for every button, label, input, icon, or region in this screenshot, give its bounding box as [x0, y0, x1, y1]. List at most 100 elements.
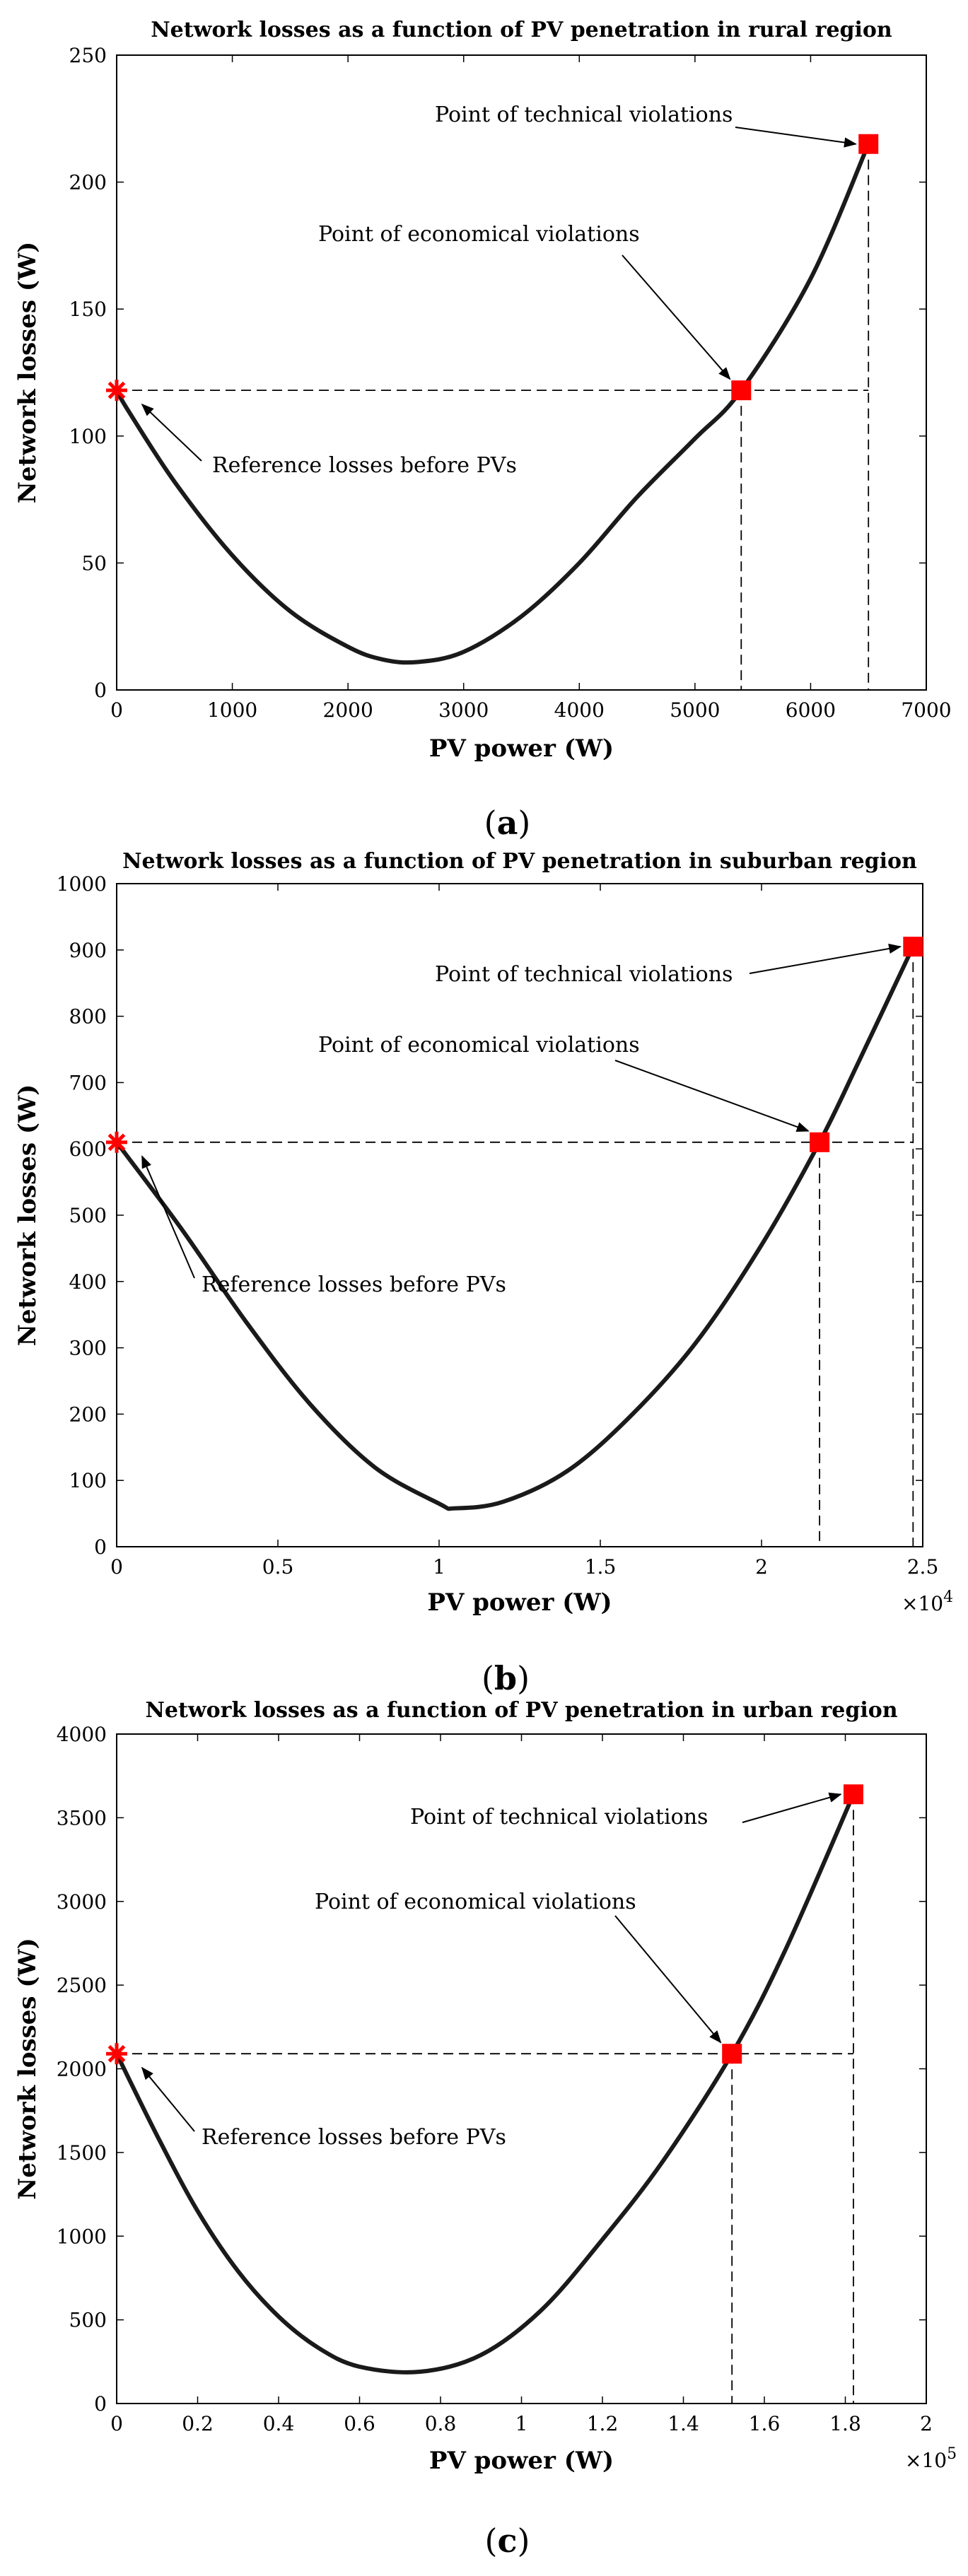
- y-tick-label: 0: [94, 679, 107, 702]
- x-tick-label: 1.6: [749, 2412, 781, 2435]
- technical-annotation: Point of technical violations: [435, 103, 733, 127]
- y-tick-label: 4000: [57, 1723, 107, 1746]
- x-tick-label: 0: [110, 698, 123, 722]
- y-axis-label: Network losses (W): [13, 1084, 42, 1347]
- technical-arrow: [735, 127, 857, 148]
- y-tick-label: 600: [69, 1137, 107, 1161]
- y-tick-label: 400: [69, 1270, 107, 1294]
- reference-point-marker: [106, 2043, 127, 2065]
- reference-annotation: Reference losses before PVs: [202, 2125, 506, 2150]
- chart-title: Network losses as a function of PV penet…: [122, 849, 917, 874]
- x-tick-label: 2: [920, 2412, 933, 2435]
- y-tick-label: 500: [69, 1204, 107, 1227]
- plot-frame: [116, 1733, 927, 2404]
- y-tick-label: 300: [69, 1337, 107, 1360]
- x-axis-label: PV power (W): [429, 734, 614, 763]
- x-axis-multiplier-exponent: 5: [947, 2445, 957, 2463]
- y-tick-label: 0: [94, 1535, 107, 1559]
- reference-arrow: [141, 2066, 195, 2132]
- technical-point-marker: [858, 134, 879, 154]
- y-tick-label: 200: [69, 1403, 107, 1426]
- chart-panel-c: Network losses as a function of PV penet…: [13, 1698, 957, 2560]
- y-tick-label: 2500: [57, 1974, 107, 1997]
- y-tick-label: 3500: [57, 1806, 107, 1829]
- reference-arrow: [141, 1155, 195, 1279]
- y-axis-label: Network losses (W): [13, 1938, 42, 2200]
- chart-title: Network losses as a function of PV penet…: [151, 18, 892, 42]
- losses-curve: [115, 944, 916, 1511]
- x-tick-label: 2.5: [907, 1555, 939, 1579]
- x-tick-label: 0.4: [263, 2412, 295, 2435]
- y-tick-label: 1500: [57, 2141, 107, 2165]
- x-tick-label: 1.5: [585, 1555, 617, 1579]
- economical-arrow: [614, 1915, 722, 2044]
- panel-caption: (b): [482, 1659, 530, 1697]
- panel-caption-letter: b: [494, 1659, 517, 1697]
- reference-annotation: Reference losses before PVs: [202, 1272, 506, 1297]
- economical-annotation: Point of economical violations: [315, 1890, 636, 1914]
- y-tick-label: 3000: [57, 1890, 107, 1914]
- y-tick-label: 50: [81, 551, 107, 575]
- x-tick-label: 2: [755, 1555, 768, 1579]
- x-axis-label: PV power (W): [427, 1588, 612, 1617]
- technical-annotation: Point of technical violations: [435, 962, 733, 987]
- y-tick-label: 100: [69, 425, 107, 448]
- x-tick-label: 0: [110, 2412, 123, 2435]
- x-tick-label: 0.2: [182, 2412, 214, 2435]
- x-tick-label: 1: [515, 2412, 528, 2435]
- x-axis-multiplier-exponent: 4: [943, 1588, 953, 1606]
- y-tick-label: 800: [69, 1005, 107, 1029]
- reference-arrow: [141, 403, 202, 462]
- x-axis-multiplier-base: ×10: [902, 1592, 943, 1615]
- reference-point-marker: [106, 1131, 127, 1153]
- y-tick-label: 2000: [57, 2058, 107, 2081]
- x-tick-label: 1000: [207, 698, 257, 722]
- economical-point-marker: [731, 380, 752, 401]
- x-tick-label: 0.8: [425, 2412, 457, 2435]
- x-axis-label: PV power (W): [429, 2447, 614, 2475]
- x-tick-label: 2000: [323, 698, 373, 722]
- technical-point-marker: [843, 1784, 863, 1805]
- panel-caption-letter: a: [497, 804, 518, 842]
- x-tick-label: 6000: [786, 698, 836, 722]
- plot-frame: [116, 54, 927, 691]
- x-tick-label: 5000: [670, 698, 720, 722]
- economical-annotation: Point of economical violations: [318, 1033, 640, 1058]
- losses-curve: [115, 1792, 856, 2375]
- economical-arrow: [622, 254, 731, 380]
- reference-point-marker: [106, 380, 127, 402]
- panel-caption-letter: c: [497, 2522, 517, 2560]
- reference-star-stroke: [107, 381, 126, 399]
- x-axis-multiplier-base: ×10: [905, 2449, 947, 2472]
- x-tick-label: 1.2: [587, 2412, 619, 2435]
- y-tick-label: 900: [69, 939, 107, 962]
- reference-star-stroke: [107, 1133, 126, 1152]
- technical-annotation: Point of technical violations: [410, 1805, 708, 1829]
- panel-caption: (a): [484, 804, 531, 842]
- y-tick-label: 100: [69, 1469, 107, 1492]
- technical-arrow: [749, 943, 902, 974]
- x-tick-label: 7000: [901, 698, 951, 722]
- reference-star-stroke: [107, 2044, 126, 2063]
- economical-point-marker: [722, 2044, 742, 2064]
- y-axis-label: Network losses (W): [13, 242, 42, 504]
- y-tick-label: 500: [69, 2309, 107, 2332]
- x-axis-multiplier: ×105: [905, 2445, 957, 2472]
- y-tick-label: 200: [69, 171, 107, 194]
- x-tick-label: 0.5: [262, 1555, 294, 1579]
- x-tick-label: 3000: [438, 698, 489, 722]
- x-tick-label: 1: [433, 1555, 445, 1579]
- chart-panel-a: Network losses as a function of PV penet…: [13, 18, 952, 842]
- technical-arrow: [742, 1792, 842, 1823]
- economical-annotation: Point of economical violations: [318, 222, 640, 247]
- x-tick-label: 4000: [554, 698, 605, 722]
- y-tick-label: 250: [69, 44, 107, 67]
- x-tick-label: 1.4: [667, 2412, 699, 2435]
- y-tick-label: 0: [94, 2392, 107, 2416]
- y-tick-label: 1000: [57, 872, 107, 896]
- x-tick-label: 1.8: [829, 2412, 861, 2435]
- y-tick-label: 700: [69, 1071, 107, 1094]
- chart-panel-b: Network losses as a function of PV penet…: [13, 849, 953, 1697]
- y-tick-label: 150: [69, 298, 107, 321]
